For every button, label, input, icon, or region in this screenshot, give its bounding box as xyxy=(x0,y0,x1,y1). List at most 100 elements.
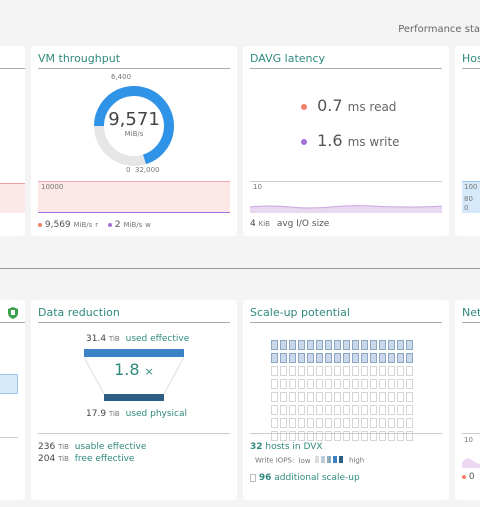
card-rule xyxy=(462,68,480,69)
host-cell-empty xyxy=(325,366,332,376)
host-cell-empty xyxy=(334,405,341,415)
host-cell-empty xyxy=(388,431,395,441)
host-cell-empty xyxy=(352,379,359,389)
used-physical-value: 17.9 xyxy=(86,409,107,419)
host-cell-empty xyxy=(370,418,377,428)
host-cell-empty xyxy=(343,405,350,415)
host-cell-empty xyxy=(370,379,377,389)
legend-read: 9,569 MiB/s r xyxy=(38,220,98,230)
host-cell-empty xyxy=(289,405,296,415)
hosts-label-0: 0 xyxy=(464,204,469,212)
scale-up-card[interactable]: Scale-up potential 32 hosts in DVX Write… xyxy=(243,300,449,500)
free-value: 204 xyxy=(38,454,56,464)
latency-write: 1.6 ms write xyxy=(301,131,400,150)
gauge-top-label: 6,400 xyxy=(111,73,132,81)
write-value: 1.6 xyxy=(317,131,343,150)
host-cell-empty xyxy=(316,366,323,376)
data-reduction-card[interactable]: Data reduction 31.4 TiB used effective 1… xyxy=(31,300,237,500)
network-series xyxy=(462,458,480,468)
host-cell-empty xyxy=(388,392,395,402)
write-series-line xyxy=(250,205,442,209)
host-cell-used xyxy=(343,340,350,350)
hosts-label-80: 80 xyxy=(464,195,473,203)
host-cell-empty xyxy=(343,418,350,428)
network-rule xyxy=(462,433,480,434)
usable-effective: 236 TiB usable effective xyxy=(38,442,146,452)
card-title: Hos xyxy=(462,52,480,65)
write-dot xyxy=(301,138,307,145)
host-cell-empty xyxy=(334,392,341,402)
host-cell-empty xyxy=(298,405,305,415)
host-cell-empty xyxy=(307,392,314,402)
hosts-label-100: 100 xyxy=(464,183,478,191)
card-rule xyxy=(250,322,442,323)
used-physical-label: used physical xyxy=(125,409,188,419)
host-cell-empty xyxy=(370,366,377,376)
host-cell-empty xyxy=(298,366,305,376)
host-cell-empty xyxy=(307,405,314,415)
host-cell-used xyxy=(343,353,350,363)
card-title: Scale-up potential xyxy=(250,306,350,319)
host-cell-used xyxy=(352,340,359,350)
chart-top-label: 10 xyxy=(253,183,262,191)
host-cell-empty xyxy=(397,366,404,376)
host-cell-empty xyxy=(298,431,305,441)
network-legend: 0 xyxy=(462,472,475,482)
host-cell-used xyxy=(352,353,359,363)
latency-series xyxy=(250,205,442,213)
host-cell-empty xyxy=(397,405,404,415)
host-grid xyxy=(271,340,423,441)
davg-latency-card[interactable]: DAVG latency 0.7 ms read 1.6 ms write 10… xyxy=(243,46,449,236)
usable-label: usable effective xyxy=(74,442,147,452)
left-bar xyxy=(0,374,18,394)
card-rule xyxy=(0,322,25,323)
used-effective-value: 31.4 xyxy=(86,334,107,344)
host-cell-empty xyxy=(388,418,395,428)
left-card-top xyxy=(0,46,25,236)
hosts-card[interactable]: Hos 100 80 0 xyxy=(455,46,480,236)
host-cell-empty xyxy=(325,392,332,402)
iops-high: high xyxy=(348,456,365,465)
io-value: 4 xyxy=(250,219,256,229)
page-title: Performance sta xyxy=(398,24,480,35)
host-cell-empty xyxy=(307,366,314,376)
read-dot xyxy=(38,223,42,227)
host-cell-empty xyxy=(388,379,395,389)
host-cell-empty xyxy=(352,405,359,415)
used-physical-unit: TiB xyxy=(108,410,120,418)
host-cell-empty xyxy=(379,418,386,428)
host-cell-empty xyxy=(388,366,395,376)
host-cell-empty xyxy=(379,379,386,389)
chart-top-label: 10000 xyxy=(41,183,64,191)
host-cell-used xyxy=(325,353,332,363)
latency-chart: 10 xyxy=(250,181,442,213)
additional-value: 96 xyxy=(258,473,272,483)
host-cell-used xyxy=(334,353,341,363)
host-cell-empty xyxy=(307,379,314,389)
host-cell-empty xyxy=(316,418,323,428)
gauge-value-arc xyxy=(94,86,174,166)
iops-low: low xyxy=(298,456,311,465)
host-cell-used xyxy=(406,353,413,363)
iops-bar xyxy=(320,456,325,463)
host-cell-empty xyxy=(361,366,368,376)
host-cell-empty xyxy=(406,431,413,441)
reduction-ratio: 1.8 × xyxy=(84,360,184,379)
legend-read-label: r xyxy=(95,221,99,229)
iops-bar xyxy=(326,456,331,463)
host-cell-used xyxy=(307,340,314,350)
free-label: free effective xyxy=(74,454,135,464)
legend-read-value: 9,569 xyxy=(44,220,71,230)
hosts-in-dvx: 32 hosts in DVX xyxy=(250,442,323,452)
vm-throughput-card[interactable]: VM throughput 6,400 9,571 MiB/s 0 32,000… xyxy=(31,46,237,236)
shield-icon xyxy=(8,307,18,319)
io-label: avg I/O size xyxy=(276,219,330,229)
used-physical-bar xyxy=(104,394,164,401)
host-cell-empty xyxy=(298,418,305,428)
additional-label: additional scale-up xyxy=(274,473,360,483)
host-cell-empty xyxy=(289,392,296,402)
network-card[interactable]: Netw 10 0 xyxy=(455,300,480,500)
host-cell-empty xyxy=(325,418,332,428)
host-cell-empty xyxy=(343,431,350,441)
host-cell-used xyxy=(280,340,287,350)
